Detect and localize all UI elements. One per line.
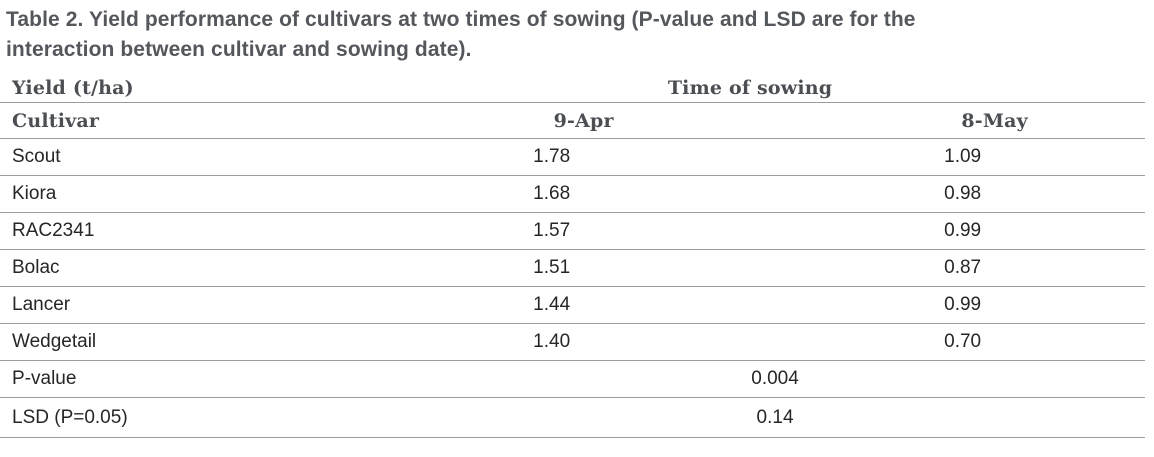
cultivar-cell: Lancer — [0, 286, 436, 324]
yield-table: Yield (t/ha) Time of sowing Cultivar 9-A… — [0, 74, 1145, 438]
value-cell-9apr: 1.44 — [435, 286, 745, 324]
column-header-row: Cultivar 9-Apr 8-May — [0, 102, 1145, 139]
table-caption: Table 2. Yield performance of cultivars … — [0, 0, 1154, 65]
table-caption-line2: interaction between cultivar and sowing … — [6, 38, 472, 61]
group-header-row: Yield (t/ha) Time of sowing — [0, 74, 1145, 103]
value-cell-9apr: 1.51 — [435, 249, 745, 287]
cultivar-cell: Scout — [0, 138, 436, 176]
table-row: Kiora 1.68 0.98 — [0, 175, 1145, 213]
stat-label: P-value — [0, 360, 436, 398]
date-column-header-9apr: 9-Apr — [435, 102, 745, 139]
value-cell-8may: 0.99 — [744, 286, 1145, 324]
table-row: Scout 1.78 1.09 — [0, 138, 1145, 176]
table-row: Bolac 1.51 0.87 — [0, 249, 1145, 287]
table-row: Lancer 1.44 0.99 — [0, 286, 1145, 324]
table-caption-line1: Table 2. Yield performance of cultivars … — [6, 8, 916, 31]
time-of-sowing-label: Time of sowing — [435, 74, 1145, 103]
value-cell-8may: 0.99 — [744, 212, 1145, 250]
value-cell-8may: 0.70 — [744, 323, 1145, 361]
value-cell-9apr: 1.68 — [435, 175, 745, 213]
stat-value: 0.14 — [435, 397, 1145, 438]
value-cell-8may: 1.09 — [744, 138, 1145, 176]
stat-label: LSD (P=0.05) — [0, 397, 436, 438]
table-row: Wedgetail 1.40 0.70 — [0, 323, 1145, 361]
cultivar-cell: Bolac — [0, 249, 436, 287]
value-cell-9apr: 1.40 — [435, 323, 745, 361]
cultivar-cell: Wedgetail — [0, 323, 436, 361]
measure-label: Yield (t/ha) — [0, 74, 436, 103]
table-row: RAC2341 1.57 0.99 — [0, 212, 1145, 250]
value-cell-9apr: 1.78 — [435, 138, 745, 176]
cultivar-cell: Kiora — [0, 175, 436, 213]
stat-value: 0.004 — [435, 360, 1145, 398]
value-cell-8may: 0.87 — [744, 249, 1145, 287]
stat-row: P-value 0.004 — [0, 360, 1145, 398]
value-cell-9apr: 1.57 — [435, 212, 745, 250]
value-cell-8may: 0.98 — [744, 175, 1145, 213]
cultivar-column-header: Cultivar — [0, 102, 436, 139]
stat-row: LSD (P=0.05) 0.14 — [0, 397, 1145, 438]
cultivar-cell: RAC2341 — [0, 212, 436, 250]
date-column-header-8may: 8-May — [744, 102, 1145, 139]
